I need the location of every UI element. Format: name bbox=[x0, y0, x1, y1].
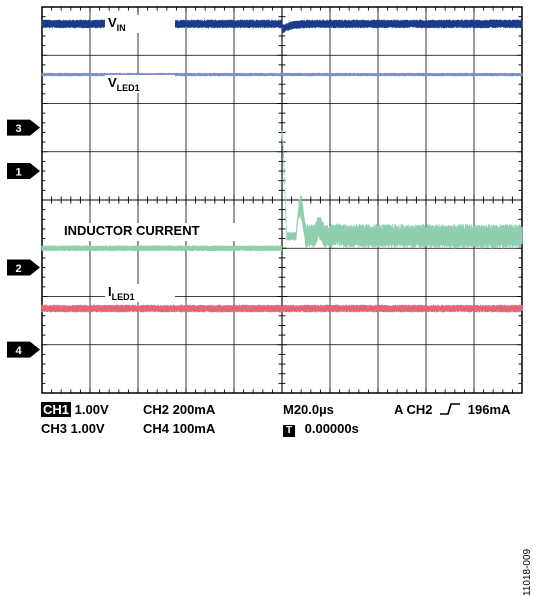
trace-v-led1 bbox=[41, 72, 523, 77]
trace-band bbox=[41, 130, 523, 252]
readout-ch3: CH3 1.00V bbox=[41, 421, 105, 436]
readout-t-offset: T 0.00000s bbox=[283, 421, 359, 437]
readout-trigger: A CH2 196mA bbox=[394, 402, 510, 417]
label-background bbox=[105, 284, 175, 302]
graticule-grid bbox=[41, 6, 523, 394]
readout-ch2: CH2 200mA bbox=[143, 402, 216, 417]
marker-label: 2 bbox=[15, 263, 21, 275]
channel-marker-4: 4 bbox=[7, 341, 40, 358]
label-subscript: LED1 bbox=[112, 292, 135, 302]
trigger-level: 196mA bbox=[467, 402, 511, 417]
label-subscript: LED1 bbox=[117, 83, 140, 93]
trace-inductor-current bbox=[41, 130, 523, 252]
label-background bbox=[105, 75, 175, 93]
trace-band bbox=[41, 72, 523, 77]
readout-timebase: M20.0µs bbox=[283, 402, 334, 417]
marker-arrow bbox=[7, 259, 40, 276]
marker-label: 3 bbox=[15, 123, 21, 135]
rising-edge-icon bbox=[440, 403, 461, 415]
readout-ch1: CH1 1.00V bbox=[41, 402, 109, 417]
traces bbox=[41, 19, 523, 313]
t-tag: T bbox=[283, 425, 295, 437]
channel-marker-1: 1 bbox=[7, 163, 40, 180]
ch1-tag: CH1 bbox=[41, 402, 72, 417]
marker-arrow bbox=[7, 163, 40, 180]
label-inductor-current: INDUCTOR CURRENT bbox=[64, 223, 200, 238]
marker-label: 4 bbox=[15, 345, 22, 357]
label-background bbox=[61, 223, 236, 241]
ch1-value: 1.00V bbox=[74, 402, 109, 417]
channel-marker-3: 3 bbox=[7, 119, 40, 136]
t-offset-value: 0.00000s bbox=[304, 421, 359, 436]
marker-arrow bbox=[7, 341, 40, 358]
label-subscript: IN bbox=[117, 23, 126, 33]
label-background bbox=[105, 15, 175, 33]
trigger-channel: A CH2 bbox=[394, 402, 433, 417]
channel-marker-2: 2 bbox=[7, 259, 40, 276]
channel-markers: 3 1 2 4 bbox=[7, 119, 40, 358]
marker-label: 1 bbox=[15, 167, 21, 179]
marker-arrow bbox=[7, 119, 40, 136]
readout-ch4: CH4 100mA bbox=[143, 421, 216, 436]
figure-id: 11018-009 bbox=[522, 548, 533, 596]
trace-band bbox=[41, 304, 523, 313]
trace-i-led1 bbox=[41, 304, 523, 313]
